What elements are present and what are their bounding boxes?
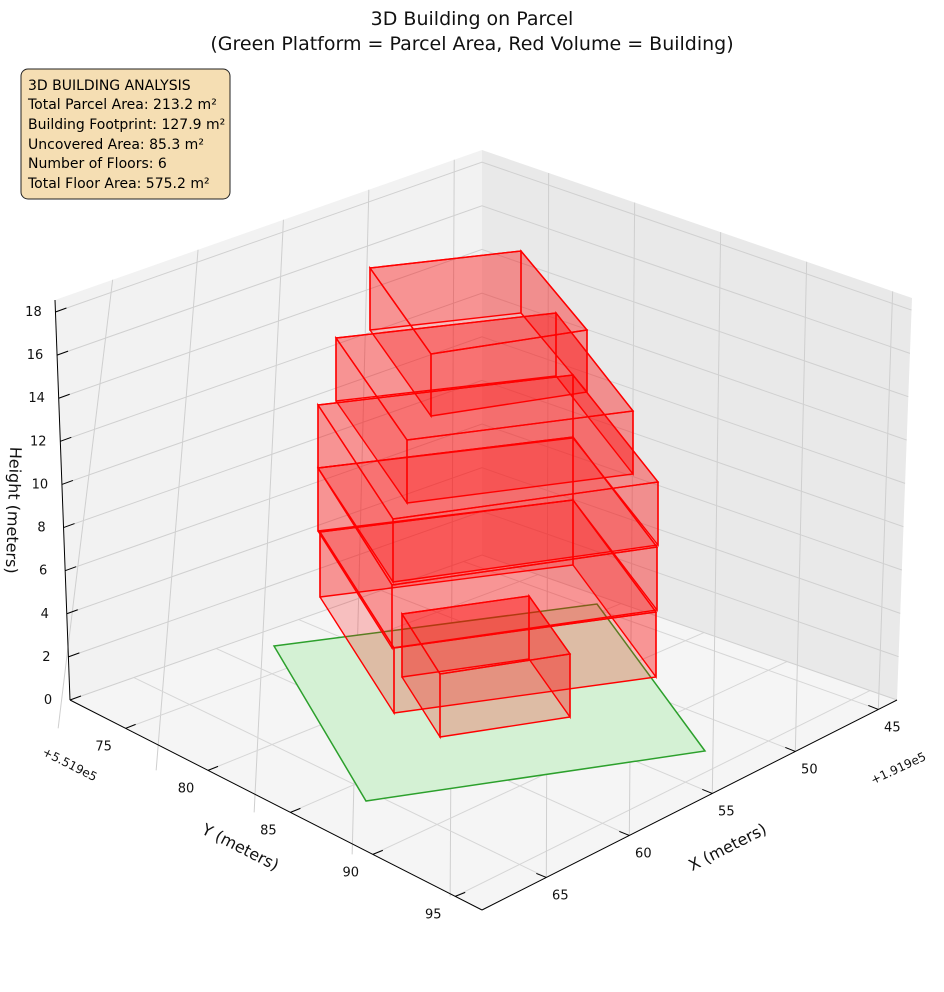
z-tick-label: 16: [27, 348, 44, 363]
z-grid-line: [66, 467, 901, 615]
x-axis-line: [481, 699, 898, 911]
chart-subtitle: (Green Platform = Parcel Area, Red Volum…: [210, 33, 733, 55]
chart-title: 3D Building on Parcel: [371, 8, 574, 30]
y-tick-label: 80: [178, 781, 195, 796]
z-tick-mark: [64, 566, 77, 572]
info-box-background: [20, 68, 231, 200]
x-axis-label: X (meters): [685, 819, 769, 875]
x-tick-mark: [868, 704, 879, 710]
axis-lines: [54, 299, 898, 911]
z-tick-mark: [55, 307, 67, 313]
info-line-floors: Number of Floors: 6: [28, 156, 167, 172]
x-grid-line: [711, 232, 722, 794]
x-floor-grid-line: [463, 561, 879, 710]
z-grid-line: [55, 161, 912, 313]
x-tick-label: 65: [552, 888, 569, 903]
z-grid-line: [64, 423, 903, 572]
building-floor-2: [316, 434, 659, 651]
z-tick-mark: [69, 695, 82, 701]
z-tick-label: 2: [42, 650, 50, 665]
y-grid-line: [155, 249, 199, 771]
y-offset-label: +5.519e5: [40, 745, 99, 784]
y-tick-label: 85: [260, 823, 277, 838]
x-tick-label: 50: [801, 762, 818, 777]
y-grid-line: [57, 279, 114, 729]
parcel-platform: [272, 603, 707, 802]
axis-ticks: 0 2 4 6 8 10 12 14 16 18 75 80 85 90 95 45 50 55 60 65: [25, 305, 900, 922]
x-tick-mark: [785, 746, 796, 752]
z-axis-label: Height (meters): [2, 446, 25, 574]
z-tick-mark: [61, 479, 74, 485]
x-tick-mark: [536, 872, 547, 878]
z-tick-label: 14: [28, 391, 45, 406]
z-grid-line: [58, 248, 909, 399]
z-grid-line: [61, 336, 906, 485]
z-tick-mark: [63, 523, 75, 529]
y-tick-label: 75: [95, 739, 112, 754]
z-tick-label: 12: [30, 434, 47, 449]
z-grid-line: [56, 205, 911, 356]
z-tick-label: 4: [41, 607, 49, 622]
y-tick-mark: [125, 723, 136, 729]
z-tick-mark: [68, 652, 80, 658]
z-tick-label: 8: [37, 521, 45, 536]
building-face: [316, 374, 660, 520]
building-floor-1: [318, 497, 658, 716]
building-floor-3: [316, 372, 660, 585]
z-axis-line: [54, 299, 71, 701]
x-tick-label: 60: [635, 846, 652, 861]
info-line-title: 3D BUILDING ANALYSIS: [28, 78, 191, 94]
z-tick-mark: [56, 350, 69, 356]
x-tick-label: 55: [718, 804, 735, 819]
y-tick-label: 90: [343, 865, 360, 880]
building-floor-4: [334, 310, 635, 506]
building-face: [368, 250, 589, 355]
z-grid-line: [60, 292, 907, 442]
y-tick-label: 95: [425, 907, 442, 922]
z-tick-label: 0: [44, 693, 52, 708]
x-offset-label: +1.919e5: [868, 749, 928, 787]
x-tick-mark: [619, 830, 630, 836]
z-tick-label: 6: [39, 564, 47, 579]
z-tick-mark: [66, 609, 78, 615]
z-tick-mark: [58, 393, 70, 399]
z-grid-line: [69, 554, 898, 701]
y-tick-mark: [455, 891, 466, 897]
x-floor-grid-line: [133, 677, 547, 878]
info-box: 3D BUILDING ANALYSIS Total Parcel Area: …: [20, 68, 231, 200]
y-tick-mark: [207, 765, 219, 771]
building-floor-5: [368, 249, 589, 419]
x-grid-line: [794, 261, 808, 752]
x-grid-line: [877, 291, 894, 710]
z-tick-label: 10: [32, 477, 49, 492]
x-tick-label: 45: [884, 720, 901, 735]
building-face: [334, 312, 635, 441]
parcel-polygon: [272, 603, 707, 802]
info-line-footprint: Building Footprint: 127.9 m²: [28, 117, 225, 133]
info-line-floor-area: Total Floor Area: 575.2 m²: [27, 176, 210, 192]
info-line-uncovered: Uncovered Area: 85.3 m²: [28, 137, 204, 153]
y-grid-line: [253, 219, 284, 813]
y-tick-mark: [290, 807, 301, 813]
z-grid-line: [63, 379, 904, 529]
y-floor-grid-line: [454, 690, 871, 897]
info-line-parcel-area: Total Parcel Area: 213.2 m²: [27, 97, 217, 113]
z-tick-label: 18: [25, 305, 42, 320]
z-tick-mark: [60, 436, 72, 442]
y-axis-line: [69, 699, 483, 911]
x-tick-mark: [702, 788, 713, 794]
building-volume: [316, 249, 660, 740]
y-tick-mark: [372, 849, 384, 855]
